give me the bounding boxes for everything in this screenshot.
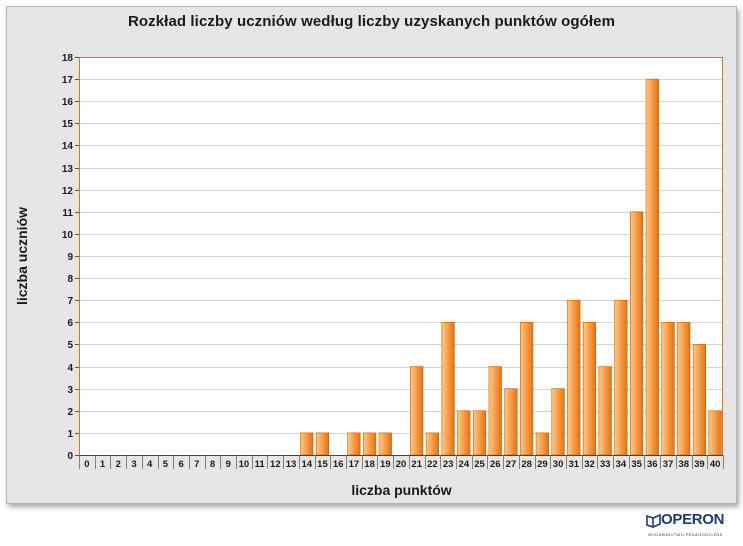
x-tick-label: 13 [286,459,297,470]
y-tick-label: 5 [67,340,73,351]
bar-40 [708,410,722,456]
y-tick-label: 11 [62,208,73,219]
x-tick-label: 35 [631,459,642,470]
x-tick-label: 0 [84,459,89,470]
x-tick-label: 11 [255,459,266,470]
y-tick-label: 15 [62,119,74,130]
x-tick-label: 22 [427,459,438,470]
x-tick-label: 37 [663,459,674,470]
x-tick-label: 23 [443,459,454,470]
bar-35 [630,211,644,456]
bar-15 [315,432,330,456]
y-tick-label: 4 [67,363,73,374]
y-tick-label: 12 [62,186,74,197]
x-tick-label: 33 [600,459,611,470]
bar-30 [551,388,565,456]
x-tick-label: 24 [459,459,470,470]
bar-22 [425,432,439,456]
y-tick-label: 0 [67,451,73,462]
y-tick-label: 10 [62,230,74,241]
x-tick-label: 5 [163,459,169,470]
x-tick-label: 28 [521,459,532,470]
x-tick-label: 32 [584,459,595,470]
bar-38 [677,322,691,456]
x-tick-label: 29 [537,459,548,470]
x-tick-label: 30 [553,459,564,470]
x-tick-label: 25 [474,459,485,470]
y-tick-label: 13 [62,164,74,175]
bar-26 [488,366,502,456]
bar-34 [614,299,628,456]
x-tick-label: 18 [364,459,375,470]
x-tick-label: 1 [100,459,106,470]
x-tick-label: 10 [239,459,250,470]
x-tick-label: 26 [490,459,501,470]
x-tick-label: 19 [380,459,391,470]
logo-tagline: WYDAWNICTWO PEDAGOGICZNE [648,532,723,537]
x-tick-label: 9 [226,459,231,470]
chart-title: Rozkład liczby uczniów według liczby uzy… [127,13,616,30]
y-tick-label: 2 [67,407,73,418]
x-tick-label: 20 [396,459,407,470]
x-tick-label: 38 [678,459,689,470]
x-tick-label: 12 [270,459,281,470]
bar-28 [520,322,534,456]
y-axis-label: liczba uczniów [14,206,30,306]
y-tick-label: 3 [67,385,73,396]
bar-25 [472,410,487,456]
x-tick-label: 40 [710,459,721,470]
bar-31 [567,299,581,456]
x-axis-label: liczba punktów [351,482,452,498]
y-tick-label: 6 [67,318,73,329]
x-tick-label: 21 [411,459,422,470]
bar-19 [378,432,392,456]
bar-33 [598,366,612,456]
bar-14 [300,432,314,456]
y-tick-label: 18 [62,53,74,64]
x-tick-label: 3 [131,459,136,470]
y-tick-label: 7 [67,296,73,307]
operon-book-icon [646,513,661,529]
x-tick-label: 34 [616,459,627,470]
x-tick-label: 39 [694,459,705,470]
operon-logo: OPERON WYDAWNICTWO PEDAGOGICZNE [646,511,738,543]
y-tick-label: 8 [67,274,73,285]
x-tick-label: 31 [568,459,579,470]
x-tick-label: 2 [116,459,121,470]
y-tick-label: 1 [67,429,73,440]
y-tick-label: 9 [67,252,73,263]
x-tick-label: 17 [349,459,360,470]
bar-21 [410,366,424,456]
bar-32 [582,322,597,456]
y-tick-label: 16 [62,97,74,108]
bar-18 [363,432,377,456]
bar-27 [504,388,518,456]
x-tick-label: 27 [506,459,517,470]
bar-23 [441,322,455,456]
bar-39 [692,344,707,456]
x-tick-label: 16 [333,459,344,470]
bar-17 [347,432,361,456]
x-tick-label: 7 [194,459,199,470]
x-tick-label: 36 [647,459,658,470]
bars [300,78,722,456]
bar-24 [457,410,471,456]
x-tick-label: 8 [210,459,215,470]
y-tick-label: 17 [62,75,74,86]
y-tick-label: 14 [62,141,74,152]
bar-29 [535,432,549,456]
bar-37 [661,322,675,456]
x-tick-label: 4 [147,459,153,470]
x-tick-label: 15 [317,459,328,470]
logo-wordmark: OPERON [661,511,725,528]
bar-36 [645,78,659,456]
x-tick-label: 14 [301,459,312,470]
x-tick-label: 6 [178,459,183,470]
